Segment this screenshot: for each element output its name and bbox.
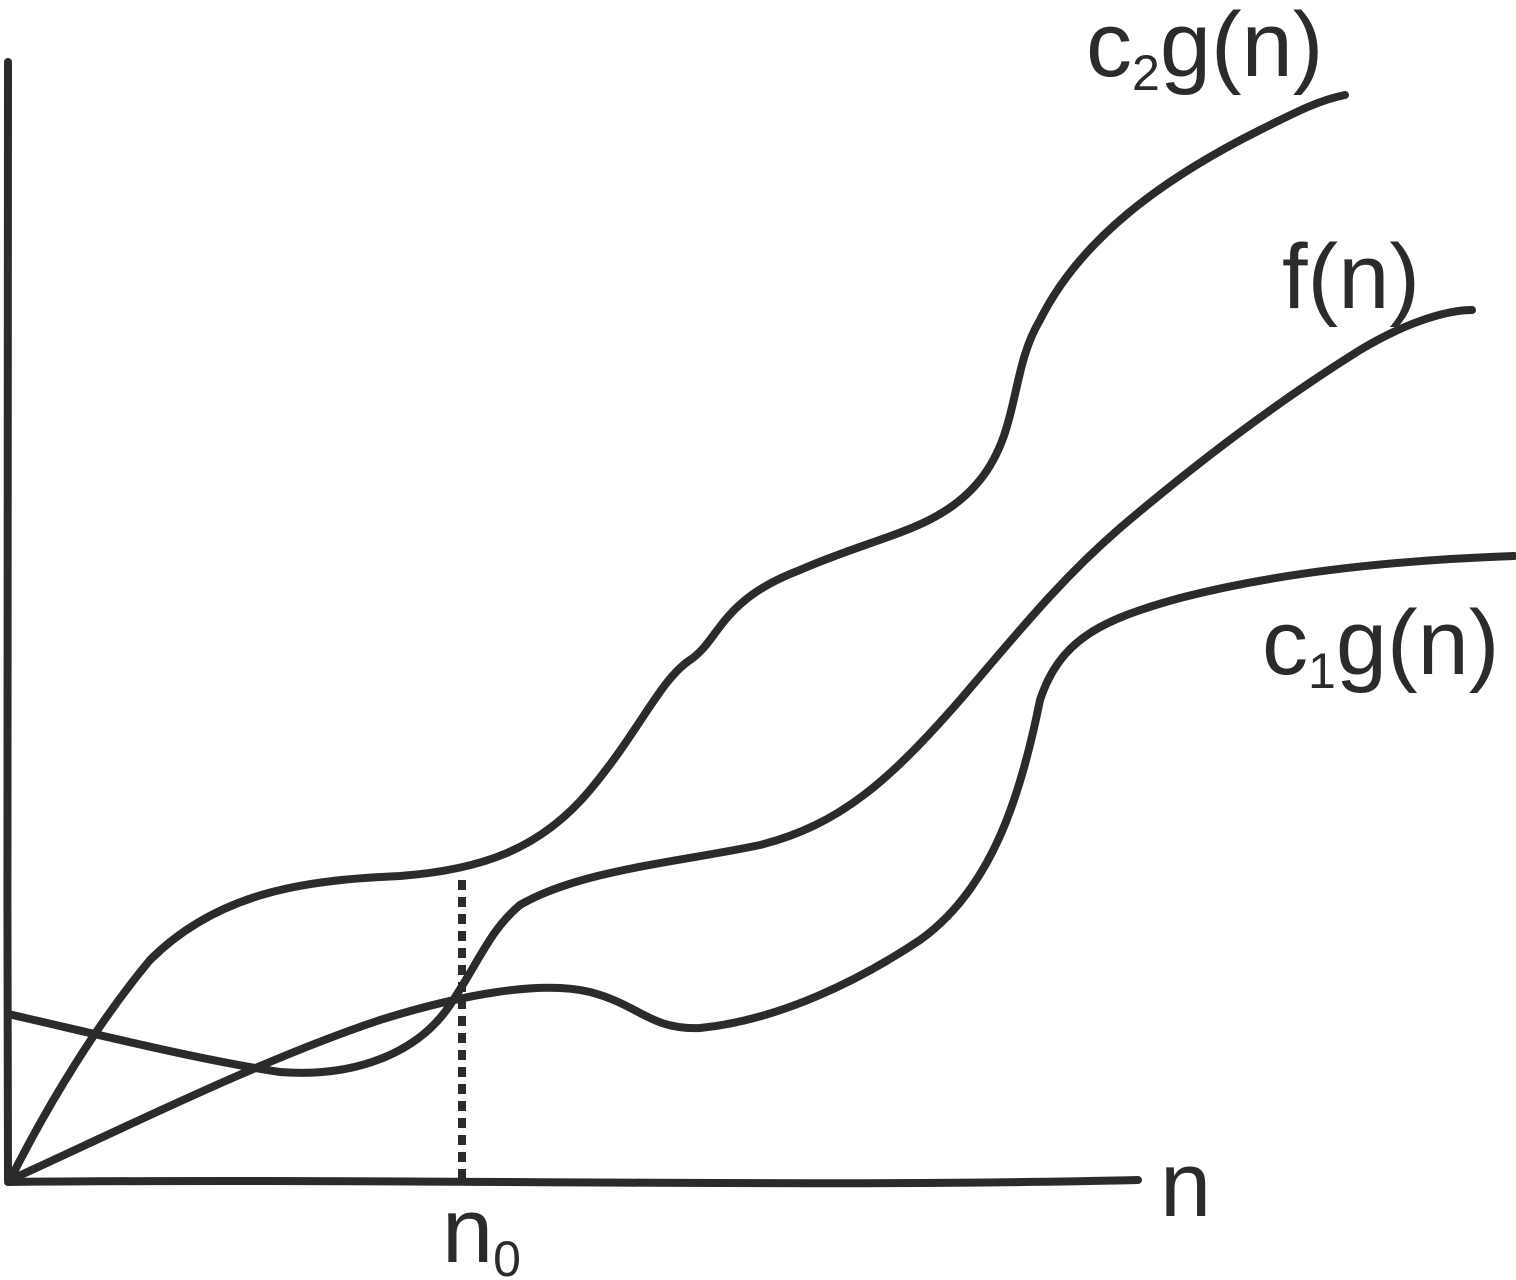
upper-bound-curve: [6, 91, 1349, 1184]
function-curve: [4, 306, 1476, 1077]
upper-bound-label: c2g(n): [1086, 0, 1323, 101]
threshold-label: n0: [442, 1180, 521, 1280]
x-axis-label: n: [1160, 1134, 1211, 1236]
lower-bound-curve: [6, 552, 1516, 1184]
x-axis: [4, 1176, 1142, 1188]
function-label: f(n): [1282, 226, 1420, 328]
lower-bound-label: c1g(n): [1262, 592, 1499, 699]
